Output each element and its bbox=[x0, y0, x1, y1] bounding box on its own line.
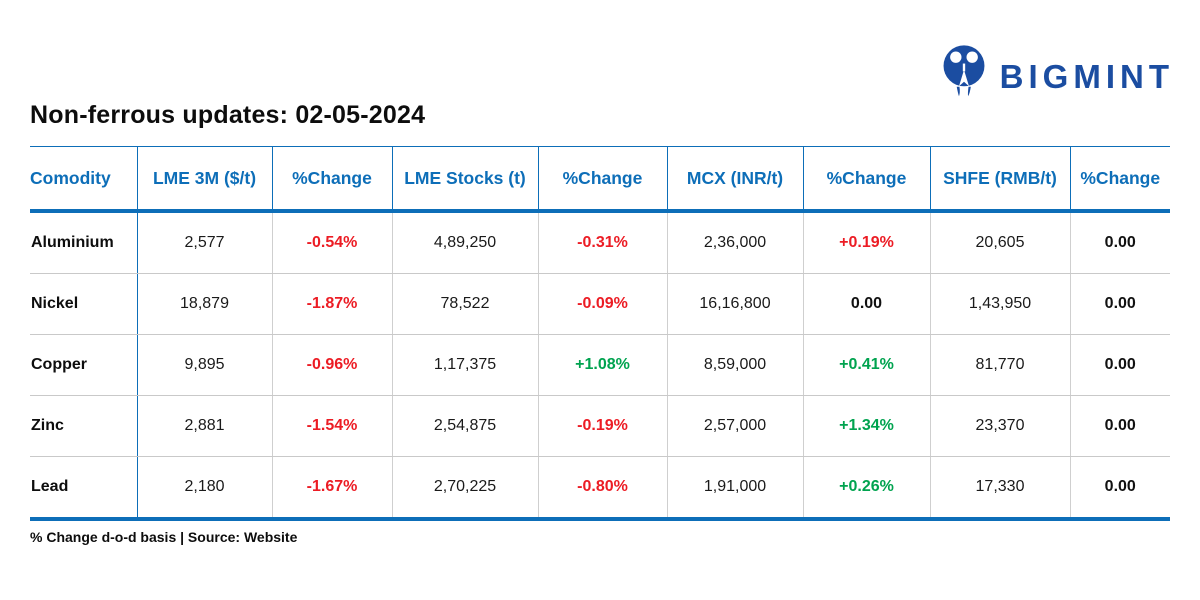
column-header: LME Stocks (t) bbox=[391, 146, 538, 213]
change-cell: 0.00 bbox=[1069, 273, 1170, 335]
commodity-cell: Lead bbox=[31, 478, 69, 495]
value-cell: 2,180 bbox=[136, 456, 272, 519]
change-cell: 0.00 bbox=[802, 273, 930, 335]
bigmint-logo-icon bbox=[941, 44, 987, 109]
value-cell: 1,43,950 bbox=[929, 273, 1070, 335]
change-cell: +1.08% bbox=[537, 334, 667, 396]
table-row: Zinc 2,881 -1.54% 2,54,875 -0.19% 2,57,000 +1.… bbox=[30, 395, 1170, 457]
commodity-cell: Zinc bbox=[30, 395, 137, 457]
change-cell: +0.19% bbox=[802, 211, 930, 274]
change-cell: 0.00 bbox=[1069, 211, 1170, 274]
value-cell: 2,881 bbox=[136, 395, 272, 457]
change-cell: -0.80% bbox=[537, 456, 667, 519]
column-header: %Change bbox=[1069, 146, 1170, 213]
value-cell: 23,370 bbox=[929, 395, 1070, 457]
value-cell: 2,577 bbox=[136, 211, 272, 274]
change-cell: -0.09% bbox=[537, 273, 667, 335]
column-header: %Change bbox=[802, 146, 930, 213]
change-cell: -0.31% bbox=[537, 211, 667, 274]
column-header: LME 3M ($/t) bbox=[136, 146, 272, 213]
change-cell: -1.87% bbox=[271, 273, 392, 335]
value-cell: 2,54,875 bbox=[391, 395, 538, 457]
non-ferrous-table-wrap: Comodity LME 3M ($/t) %Change LME Stocks (t… bbox=[30, 146, 1170, 521]
change-cell: -0.54% bbox=[271, 211, 392, 274]
value-cell: 1,91,000 bbox=[666, 456, 803, 519]
change-cell: +0.26% bbox=[802, 456, 930, 519]
value-cell: 2,70,225 bbox=[391, 456, 538, 519]
value-cell: 18,879 bbox=[136, 273, 272, 335]
change-cell: -0.96% bbox=[271, 334, 392, 396]
column-header-commodity: Comodity bbox=[30, 146, 137, 213]
change-cell: +0.41% bbox=[802, 334, 930, 396]
table-row: Nickel 18,879 -1.87% 78,522 -0.09% 16,16,800 0… bbox=[30, 273, 1170, 335]
table-row: Aluminium 2,577 -0.54% 4,89,250 -0.31% 2,36,0… bbox=[30, 211, 1170, 274]
value-cell: 16,16,800 bbox=[666, 273, 803, 335]
change-cell: 0.00 bbox=[1069, 456, 1170, 519]
change-cell: 0.00 bbox=[1069, 395, 1170, 457]
value-cell: 2,57,000 bbox=[666, 395, 803, 457]
table-header: Comodity LME 3M ($/t) %Change LME Stocks (t… bbox=[30, 146, 1170, 213]
commodity-cell: Nickel bbox=[30, 273, 137, 335]
change-cell: -0.19% bbox=[537, 395, 667, 457]
value-cell: 8,59,000 bbox=[666, 334, 803, 396]
header-row: Comodity LME 3M ($/t) %Change LME Stocks (t… bbox=[30, 146, 1170, 213]
value-cell: 1,17,375 bbox=[391, 334, 538, 396]
change-cell: +1.34% bbox=[802, 395, 930, 457]
column-header: SHFE (RMB/t) bbox=[929, 146, 1070, 213]
change-cell: -1.67% bbox=[271, 456, 392, 519]
column-header: %Change bbox=[271, 146, 392, 213]
value-cell: 20,605 bbox=[929, 211, 1070, 274]
value-cell: 81,770 bbox=[929, 334, 1070, 396]
column-header: %Change bbox=[537, 146, 667, 213]
table-body: Aluminium 2,577 -0.54% 4,89,250 -0.31% 2,36,0… bbox=[30, 211, 1170, 519]
table-row: Copper 9,895 -0.96% 1,17,375 +1.08% 8,59,000 +… bbox=[30, 334, 1170, 396]
page-title: Non-ferrous updates: 02-05-2024 bbox=[30, 101, 426, 129]
change-cell: 0.00 bbox=[1069, 334, 1170, 396]
column-header: MCX (INR/t) bbox=[666, 146, 803, 213]
value-cell: 17,330 bbox=[929, 456, 1070, 519]
bigmint-logo: BIGMINT bbox=[941, 44, 1174, 109]
value-cell: 2,36,000 bbox=[666, 211, 803, 274]
table-row: Lead 2,180 -1.67% 2,70,225 -0.80% 1,91,000 +0.… bbox=[30, 456, 1170, 519]
data-table: Comodity LME 3M ($/t) %Change LME Stocks (t… bbox=[30, 146, 1170, 521]
change-cell: -1.54% bbox=[271, 395, 392, 457]
source-note: % Change d-o-d basis | Source: Website bbox=[30, 529, 298, 545]
value-cell: 78,522 bbox=[391, 273, 538, 335]
commodity-cell: Aluminium bbox=[30, 211, 137, 274]
value-cell: 4,89,250 bbox=[391, 211, 538, 274]
commodity-cell: Copper bbox=[30, 334, 137, 396]
value-cell: 9,895 bbox=[136, 334, 272, 396]
bigmint-logo-text: BIGMINT bbox=[999, 58, 1174, 95]
